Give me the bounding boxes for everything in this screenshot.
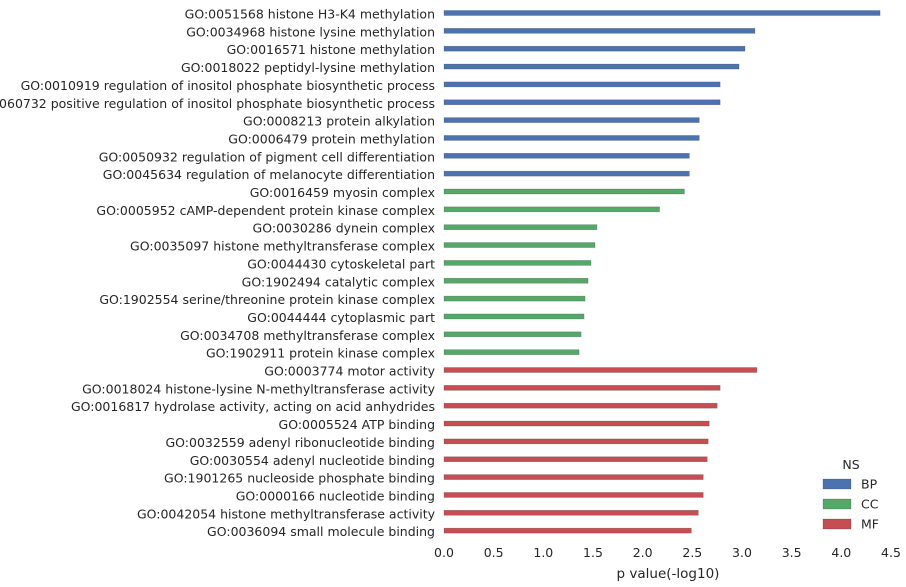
x-tick-label: 3.5 (782, 545, 802, 560)
bar (443, 170, 690, 177)
legend-swatch (822, 478, 852, 490)
category-label: GO:1902554 serine/threonine protein kina… (99, 292, 435, 307)
category-labels: GO:0051568 histone H3-K4 methylation GO:0… (0, 7, 436, 540)
bar (443, 420, 710, 427)
bar (443, 385, 721, 391)
bar (443, 28, 756, 34)
category-label: GO:0005952 cAMP-dependent protein kinase… (96, 203, 435, 218)
bars-layer (443, 10, 881, 534)
category-label: GO:0036094 small molecule binding (207, 524, 435, 539)
category-label: GO:0003774 motor activity (264, 364, 435, 379)
x-tick-label: 4.5 (881, 545, 901, 560)
category-label: GO:0005524 ATP binding (279, 417, 435, 432)
category-label: GO:0018024 histone-lysine N-methyltransf… (82, 381, 435, 396)
legend-swatch (822, 498, 852, 510)
bar (443, 474, 704, 480)
category-label: GO:0008213 protein alkylation (243, 114, 435, 129)
bar (443, 492, 704, 498)
x-tick-label: 3.0 (732, 545, 752, 560)
legend-swatch (822, 518, 852, 530)
x-tick-label: 1.0 (533, 545, 553, 560)
x-tick-label: 0.5 (484, 545, 504, 560)
bar (443, 295, 586, 302)
category-label: GO:0006479 protein methylation (228, 131, 435, 146)
legend-label: BP (861, 477, 878, 492)
bar (443, 527, 692, 534)
bar (443, 153, 690, 159)
x-axis-label: p value(-log10) (617, 566, 720, 582)
category-label: GO:0032559 adenyl ribonucleotide binding (165, 435, 435, 450)
bar (443, 81, 721, 88)
bar (443, 313, 585, 320)
legend-title: NS (842, 457, 859, 472)
category-label: GO:0060732 positive regulation of inosit… (0, 96, 435, 111)
category-label: GO:0042054 histone methyltransferase act… (137, 506, 436, 521)
x-axis-ticks: 0.0 0.5 1.0 1.5 2.0 2.5 3.0 3.5 4.0 4.5 (434, 545, 901, 560)
legend-label: CC (861, 497, 879, 512)
category-label: GO:1902911 protein kinase complex (206, 346, 435, 361)
bar (443, 277, 589, 284)
bar (443, 206, 660, 213)
bar (443, 10, 881, 16)
category-label: GO:0030554 adenyl nucleotide binding (190, 453, 435, 468)
category-label: GO:0034968 histone lysine methylation (186, 24, 435, 39)
category-label: GO:0030286 dynein complex (253, 221, 435, 236)
bar (443, 188, 685, 195)
bar (443, 242, 596, 248)
bar (443, 438, 709, 445)
bar (443, 260, 592, 266)
x-tick-label: 1.5 (583, 545, 603, 560)
category-label: GO:0000166 nucleotide binding (236, 488, 435, 503)
bar (443, 367, 758, 373)
category-label: GO:1901265 nucleoside phosphate binding (164, 471, 435, 486)
category-label: GO:0051568 histone H3-K4 methylation (185, 7, 435, 22)
category-label: GO:0035097 histone methyltransferase com… (130, 239, 435, 254)
category-label: GO:0010919 regulation of inositol phosph… (21, 78, 435, 93)
bar (443, 117, 700, 123)
category-label: GO:0016571 histone methylation (227, 42, 435, 57)
bar (443, 349, 580, 355)
category-label: GO:0016459 myosin complex (250, 185, 435, 200)
bar (443, 99, 721, 106)
x-tick-label: 0.0 (434, 545, 454, 560)
legend: NS BP CC MF (822, 457, 879, 532)
category-label: GO:0044444 cytoplasmic part (247, 310, 435, 325)
category-label: GO:1902494 catalytic complex (242, 274, 435, 289)
category-label: GO:0018022 peptidyl-lysine methylation (181, 60, 435, 75)
bar (443, 63, 740, 70)
category-label: GO:0034708 methyltransferase complex (180, 328, 435, 343)
bar (443, 135, 700, 141)
x-tick-label: 2.0 (633, 545, 653, 560)
x-tick-label: 2.5 (682, 545, 702, 560)
category-label: GO:0016817 hydrolase activity, acting on… (71, 399, 435, 414)
bar (443, 509, 699, 516)
bar (443, 402, 718, 409)
category-label: GO:0050932 regulation of pigment cell di… (99, 149, 435, 164)
legend-label: MF (861, 517, 879, 532)
bar (443, 45, 746, 52)
category-label: GO:0045634 regulation of melanocyte diff… (103, 167, 435, 182)
bar (443, 456, 708, 463)
bar (443, 331, 582, 338)
category-label: GO:0044430 cytoskeletal part (247, 256, 435, 271)
bar (443, 224, 598, 230)
x-tick-label: 4.0 (831, 545, 851, 560)
